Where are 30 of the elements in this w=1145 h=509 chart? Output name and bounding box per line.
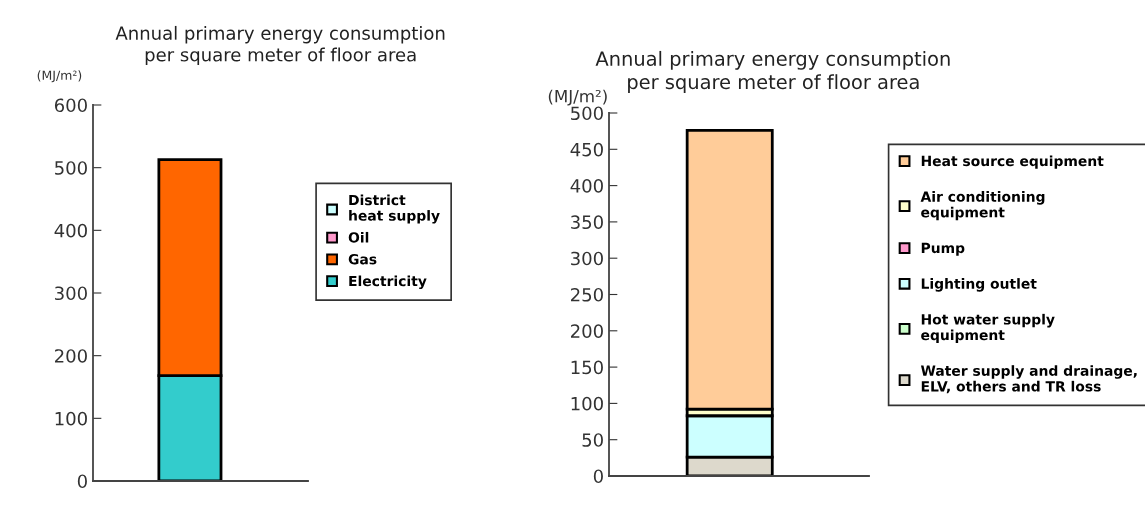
y-axis-title: (MJ/m²)	[37, 70, 82, 83]
y-tick-label: 250	[571, 287, 603, 302]
y-tick-label: 300	[55, 286, 87, 301]
y-tick-label: 0	[77, 474, 87, 489]
legend-label: Electricity	[349, 275, 427, 290]
legend-label: Oil	[348, 231, 369, 243]
y-tick-label: 50	[582, 433, 603, 447]
y-tick-label: 300	[571, 251, 603, 266]
legend-label: Lighting outlet	[921, 278, 1037, 292]
legend-label: District heat supply	[349, 194, 440, 224]
y-tick-label: 200	[571, 324, 603, 338]
y-tick-label: 600	[54, 98, 87, 113]
y-tick-label: 400	[570, 179, 603, 193]
y-tick-label: 350	[571, 215, 603, 230]
y-tick-label: 500	[571, 106, 603, 121]
y-tick-label: 200	[55, 349, 87, 363]
legend-label: Gas	[348, 253, 377, 265]
y-tick-label: 100	[55, 411, 87, 426]
legend-label: Heat source equipment	[921, 155, 1104, 169]
legend-label: Air conditioning equipment	[920, 191, 1045, 221]
y-tick-label: 450	[570, 142, 603, 157]
y-tick-label: 0	[593, 469, 603, 484]
chart-title: Annual primary energy consumption per square meter of floor area	[115, 25, 445, 65]
y-tick-label: 150	[571, 360, 603, 375]
y-tick-label: 500	[55, 161, 87, 175]
legend-label: Hot water supply equipment	[921, 313, 1055, 343]
y-tick-label: 400	[54, 223, 87, 238]
legend-label: Pump	[921, 242, 965, 256]
legend-label: Water supply and drainage, ELV, others and TR loss	[920, 365, 1137, 394]
y-tick-label: 100	[571, 396, 603, 411]
